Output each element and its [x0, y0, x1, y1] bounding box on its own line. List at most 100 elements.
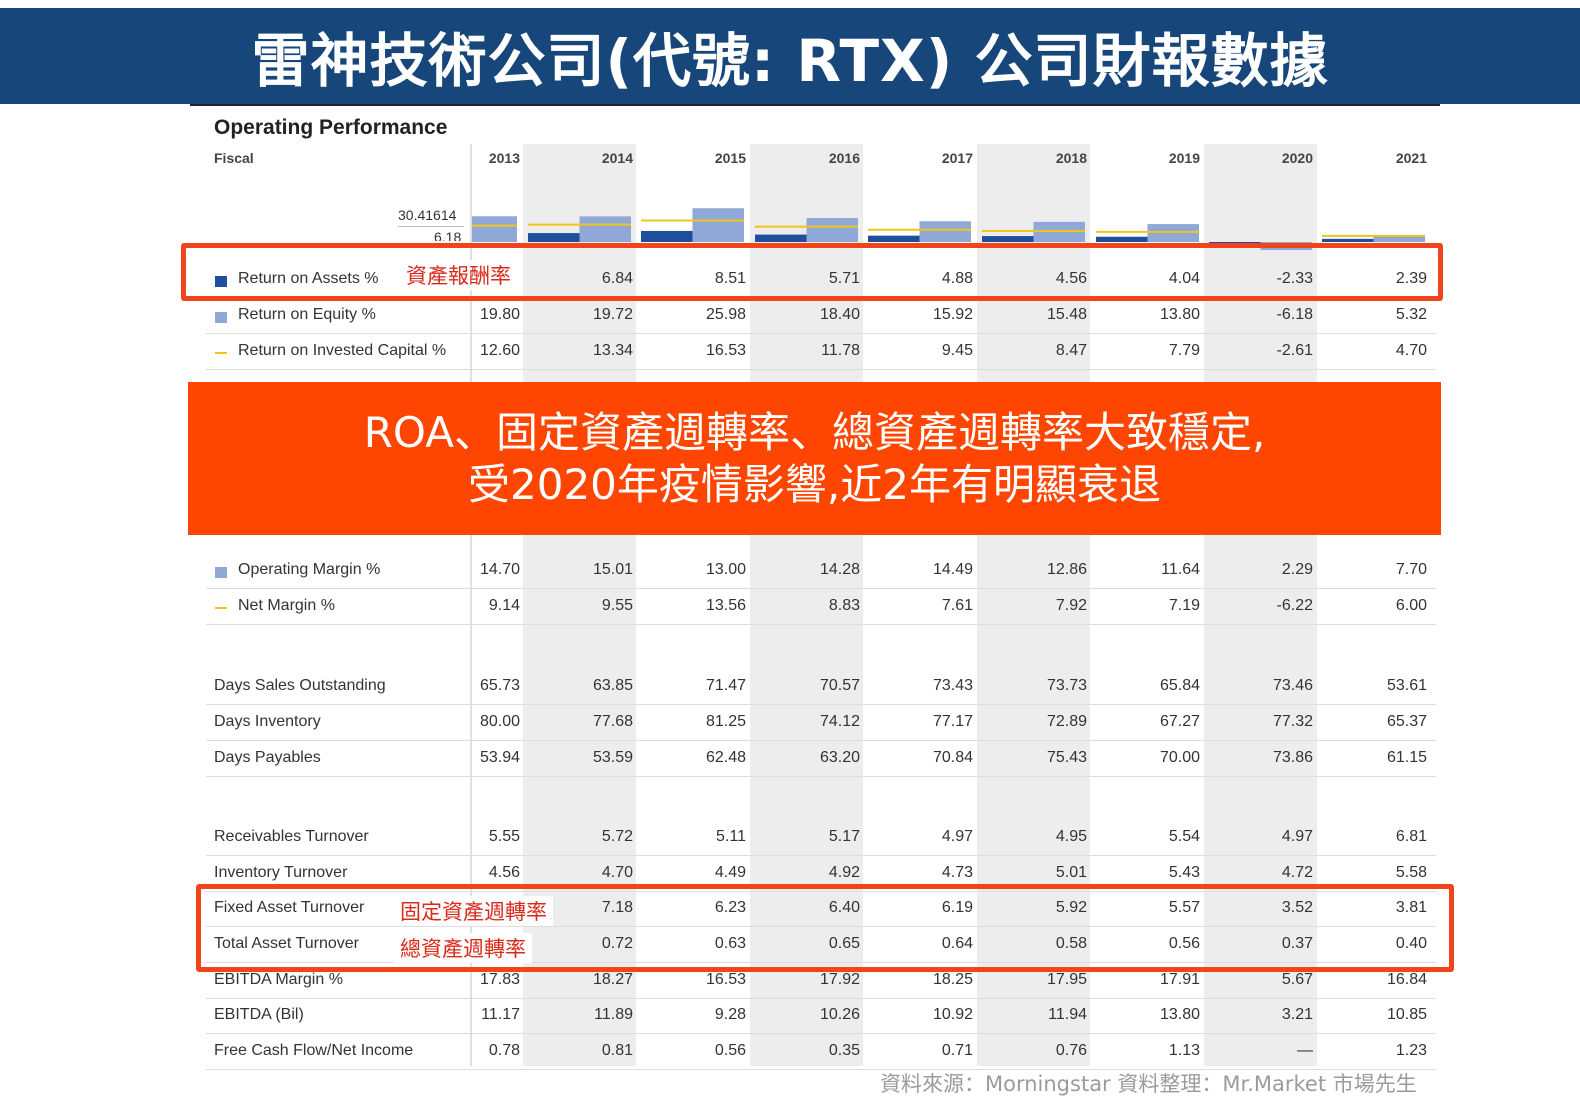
row-label: Total Asset Turnover	[214, 935, 359, 952]
table-row-npm: Net Margin % 9.14 9.55 13.56 8.83 7.61 7.92 7.1…	[206, 589, 1436, 625]
cell-2020: 3.52	[1281, 899, 1313, 916]
cell-2015: 16.53	[705, 342, 746, 359]
cell-2020: -2.61	[1276, 342, 1313, 359]
row-label: Return on Equity %	[238, 306, 376, 323]
table-row-fat: Fixed Asset Turnover 7.18 6.23 6.40 6.19 5.92…	[206, 891, 1436, 927]
row-label: Net Margin %	[238, 597, 335, 614]
cell-2018: 5.92	[1055, 899, 1087, 916]
row-label: Days Payables	[214, 749, 321, 766]
cell-2015: 9.28	[714, 1006, 746, 1023]
legend-swatch	[215, 607, 227, 609]
cell-2021: 7.70	[1395, 561, 1427, 578]
table-row-ebm: EBITDA Margin % 17.83 18.27 16.53 17.92 18.25…	[206, 963, 1436, 999]
cell-2016: 6.40	[828, 899, 860, 916]
turnover-highlight-box	[196, 884, 1454, 972]
cell-2013: 14.70	[479, 561, 520, 578]
cell-2020: 2.29	[1281, 561, 1313, 578]
title-banner: 雷神技術公司(代號: RTX) 公司財報數據	[0, 8, 1580, 104]
cell-2017: 70.84	[932, 749, 973, 766]
cell-2013: 0.78	[488, 1042, 520, 1059]
table-row-invt: Inventory Turnover 4.56 4.70 4.49 4.92 4.73 5.…	[206, 856, 1436, 892]
legend-swatch	[215, 276, 227, 287]
cell-2017: 77.17	[932, 713, 973, 730]
row-label: Inventory Turnover	[214, 864, 348, 881]
row-label: Operating Margin %	[238, 561, 381, 578]
fat-annotation: 固定資產週轉率	[394, 896, 553, 926]
cell-2017: 15.92	[932, 306, 973, 323]
cell-2021: 5.32	[1395, 306, 1427, 323]
cell-2017: 4.88	[941, 270, 973, 287]
cell-2016: 4.92	[828, 864, 860, 881]
table-row-fcf: Free Cash Flow/Net Income 0.78 0.81 0.56 0.3…	[206, 1034, 1436, 1070]
cell-2017: 7.61	[941, 597, 973, 614]
cell-2019: 65.84	[1159, 677, 1200, 694]
table-row-rect: Receivables Turnover 5.55 5.72 5.11 5.17 4.97…	[206, 820, 1436, 856]
cell-2019: 5.54	[1168, 828, 1200, 845]
cell-2015: 13.00	[705, 561, 746, 578]
legend-swatch	[215, 567, 227, 578]
row-label: EBITDA (Bil)	[214, 1006, 304, 1023]
cell-2021: 61.15	[1386, 749, 1427, 766]
label-divider	[470, 144, 472, 1066]
callout-line-2: 受2020年疫情影響,近2年有明顯衰退	[468, 459, 1161, 509]
roe-bar-2017	[919, 221, 971, 242]
legend-swatch	[215, 312, 227, 323]
cell-2018: 11.94	[1048, 1006, 1087, 1023]
cell-2014: 19.72	[592, 306, 633, 323]
cell-2017: 18.25	[932, 971, 973, 988]
cell-2020: 73.86	[1272, 749, 1313, 766]
roa-bar-2017	[868, 235, 920, 242]
cell-2015: 71.47	[705, 677, 746, 694]
cell-2015: 0.56	[714, 1042, 746, 1059]
callout-line-1: ROA、固定資產週轉率、總資產週轉率大致穩定,	[363, 407, 1266, 457]
year-2013: 2013	[488, 150, 520, 166]
cell-2021: 6.00	[1395, 597, 1427, 614]
callout-banner: ROA、固定資產週轉率、總資產週轉率大致穩定, 受2020年疫情影響,近2年有明…	[188, 382, 1441, 535]
cell-2019: 13.80	[1159, 1006, 1200, 1023]
roa-highlight-box	[181, 243, 1443, 301]
cell-2014: 11.89	[594, 1006, 633, 1023]
legend-swatch	[215, 352, 227, 354]
axis-second-label: 6.18	[434, 229, 462, 241]
cell-2021: 3.81	[1395, 899, 1427, 916]
fiscal-label: Fiscal	[214, 150, 254, 166]
cell-2017: 14.49	[932, 561, 973, 578]
year-2019: 2019	[1168, 150, 1200, 166]
row-label: Days Inventory	[214, 713, 321, 730]
cell-2015: 4.49	[714, 864, 746, 881]
year-2014: 2014	[601, 150, 633, 166]
cell-2019: 7.19	[1168, 597, 1200, 614]
year-2021: 2021	[1395, 150, 1427, 166]
cell-2018: 5.01	[1055, 864, 1087, 881]
cell-2017: 10.92	[932, 1006, 973, 1023]
cell-2018: 72.89	[1046, 713, 1087, 730]
year-2018: 2018	[1055, 150, 1087, 166]
cell-2016: 10.26	[819, 1006, 860, 1023]
axis-max-label: 30.41614	[398, 207, 457, 223]
cell-2017: 73.43	[932, 677, 973, 694]
cell-2013: 19.80	[479, 306, 520, 323]
cell-2015: 8.51	[714, 270, 746, 287]
cell-2019: 67.27	[1159, 713, 1200, 730]
cell-2013: 65.73	[479, 677, 520, 694]
cell-2013: 17.83	[479, 971, 520, 988]
cell-2014: 63.85	[592, 677, 633, 694]
cell-2016: 5.17	[828, 828, 860, 845]
roa-annotation: 資產報酬率	[400, 260, 517, 290]
cell-2019: 5.43	[1168, 864, 1200, 881]
source-note: 資料來源：Morningstar 資料整理：Mr.Market 市場先生	[880, 1072, 1417, 1096]
cell-2020: 77.32	[1272, 713, 1313, 730]
cell-2019: 13.80	[1159, 306, 1200, 323]
cell-2013: 4.56	[488, 864, 520, 881]
row-label: Fixed Asset Turnover	[214, 899, 365, 916]
cell-2020: 4.72	[1281, 864, 1313, 881]
row-label: Days Sales Outstanding	[214, 677, 386, 694]
row-label: Return on Invested Capital %	[238, 342, 447, 359]
cell-2015: 16.53	[705, 971, 746, 988]
cell-2021: 53.61	[1386, 677, 1427, 694]
cell-2019: 1.13	[1168, 1042, 1200, 1059]
roe-bar-2013	[472, 216, 517, 242]
cell-2015: 13.56	[705, 597, 746, 614]
cell-2021: 1.23	[1395, 1042, 1427, 1059]
cell-2013: 5.55	[488, 828, 520, 845]
